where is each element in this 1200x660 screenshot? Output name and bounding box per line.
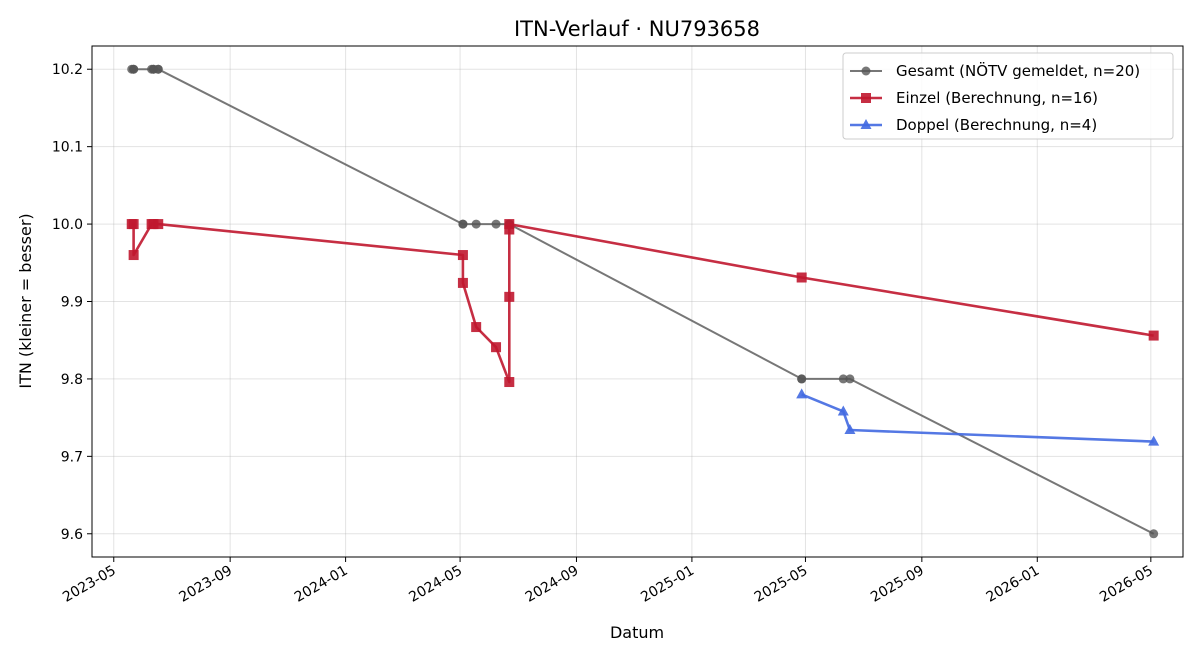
data-point — [837, 405, 849, 416]
y-tick-label: 9.7 — [61, 449, 83, 465]
data-point — [844, 424, 856, 435]
x-tick-label: 2024-01 — [292, 563, 351, 606]
x-tick-label: 2026-05 — [1097, 563, 1156, 606]
x-tick-label: 2025-09 — [868, 563, 927, 606]
data-point — [153, 64, 163, 74]
y-tick-label: 10.0 — [52, 217, 83, 233]
data-point — [796, 388, 808, 399]
y-axis-label: ITN (kleiner = besser) — [16, 213, 35, 388]
x-tick-label: 2024-09 — [523, 563, 582, 606]
data-point — [838, 374, 848, 384]
chart-title: ITN-Verlauf · NU793658 — [514, 17, 760, 41]
legend-marker — [861, 66, 871, 76]
x-tick-label: 2025-01 — [638, 563, 697, 606]
data-point — [504, 224, 515, 235]
y-tick-label: 9.6 — [61, 527, 83, 543]
y-tick-label: 9.9 — [61, 295, 83, 311]
legend-entry: Gesamt (NÖTV gemeldet, n=20) — [850, 61, 1140, 80]
data-point — [457, 250, 468, 261]
series-line — [131, 222, 1154, 384]
data-point — [129, 64, 139, 74]
legend-marker — [860, 119, 872, 129]
y-axis: 9.6 9.7 9.8 9.9 10.0 10.1 10.2 — [52, 62, 92, 543]
data-point — [457, 277, 468, 288]
y-tick-label: 10.1 — [52, 140, 83, 156]
legend-box — [842, 52, 1174, 140]
x-tick-label: 2025-05 — [752, 563, 811, 606]
data-point — [471, 219, 481, 229]
legend-marker — [861, 93, 871, 103]
data-point — [458, 219, 468, 229]
data-point — [471, 322, 482, 333]
legend-entry: Einzel (Berechnung, n=16) — [850, 89, 1098, 107]
legend-entry: Doppel (Berechnung, n=4) — [850, 116, 1097, 134]
x-axis-label: Datum — [610, 623, 664, 642]
x-tick-label: 2024-05 — [406, 563, 465, 606]
series-triangle — [796, 388, 1160, 446]
x-tick-label: 2023-09 — [176, 563, 235, 606]
data-point — [491, 219, 501, 229]
data-point — [504, 291, 515, 302]
y-tick-label: 9.8 — [61, 372, 83, 388]
data-point — [504, 377, 515, 388]
data-point — [797, 374, 807, 384]
data-point — [491, 342, 502, 353]
data-point — [845, 374, 855, 384]
data-point — [1148, 435, 1160, 446]
grid-layer — [92, 46, 1183, 557]
series-layer — [126, 64, 1160, 539]
data-point — [128, 219, 139, 230]
legend-label: Einzel (Berechnung, n=16) — [896, 89, 1098, 107]
data-point — [128, 250, 139, 261]
data-point — [504, 219, 515, 230]
legend-label: Gesamt (NÖTV gemeldet, n=20) — [896, 61, 1140, 80]
data-point — [153, 219, 164, 230]
x-tick-label: 2026-01 — [984, 563, 1043, 606]
series-square — [126, 219, 1159, 388]
y-tick-label: 10.2 — [52, 62, 83, 78]
data-point — [1149, 529, 1159, 539]
x-axis: 2023-05 2023-09 2024-01 2024-05 2024-09 2025-… — [60, 557, 1156, 606]
legend: Gesamt (NÖTV gemeldet, n=20) Einzel (Bere… — [842, 52, 1174, 140]
series-line — [801, 393, 1154, 443]
data-point — [796, 272, 807, 283]
legend-label: Doppel (Berechnung, n=4) — [896, 116, 1097, 134]
x-tick-label: 2023-05 — [60, 563, 119, 606]
data-point — [1148, 330, 1159, 341]
